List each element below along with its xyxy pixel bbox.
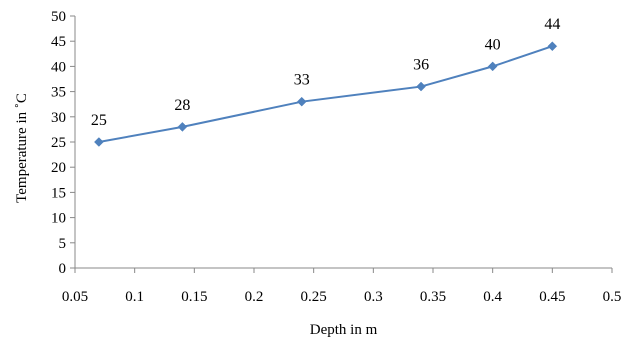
x-tick-label: 0.35 (420, 289, 446, 305)
x-tick-label: 0.45 (539, 289, 565, 305)
data-point (296, 96, 307, 107)
x-axis-title: Depth in m (310, 322, 378, 338)
x-tick-label: 0.25 (301, 289, 327, 305)
x-tick-label: 0.5 (603, 289, 622, 305)
axes (70, 15, 613, 273)
y-tick-label: 25 (51, 135, 66, 151)
data-labels: 25 28 33 36 40 44 (91, 16, 560, 129)
y-tick-label: 40 (51, 59, 66, 75)
y-tick-label: 50 (51, 9, 66, 25)
x-tick-label: 0.2 (245, 289, 264, 305)
data-label: 44 (544, 16, 560, 33)
x-tick-label: 0.15 (181, 289, 207, 305)
y-tick-label: 5 (59, 236, 67, 252)
data-label: 33 (294, 72, 310, 89)
data-point (547, 41, 558, 52)
series-group (94, 41, 558, 147)
y-tick-label: 45 (51, 34, 66, 50)
x-tick-label: 0.05 (62, 289, 88, 305)
y-axis-title: Temperature in ˚C (14, 93, 30, 203)
x-tick-label: 0.1 (125, 289, 144, 305)
y-tick-label: 20 (51, 160, 66, 176)
data-label: 40 (485, 36, 501, 53)
y-tick-label: 35 (51, 85, 66, 101)
data-point (416, 81, 426, 92)
y-tick-label: 0 (59, 261, 67, 277)
x-tick-label: 0.4 (483, 289, 502, 305)
data-point (487, 61, 498, 72)
data-point (177, 122, 188, 132)
series-line (98, 45, 553, 143)
data-label: 28 (174, 97, 190, 114)
data-label: 25 (91, 112, 107, 129)
data-label: 36 (413, 57, 429, 74)
y-tick-label: 10 (51, 211, 66, 227)
y-tick-label: 15 (51, 185, 66, 201)
data-point (94, 137, 104, 147)
tick-labels: 0 5 10 15 20 25 30 35 40 45 50 0.05 0.1 0.15 0.2 0.25 0.… (51, 9, 621, 305)
y-tick-label: 30 (51, 110, 66, 126)
x-tick-label: 0.3 (364, 289, 383, 305)
